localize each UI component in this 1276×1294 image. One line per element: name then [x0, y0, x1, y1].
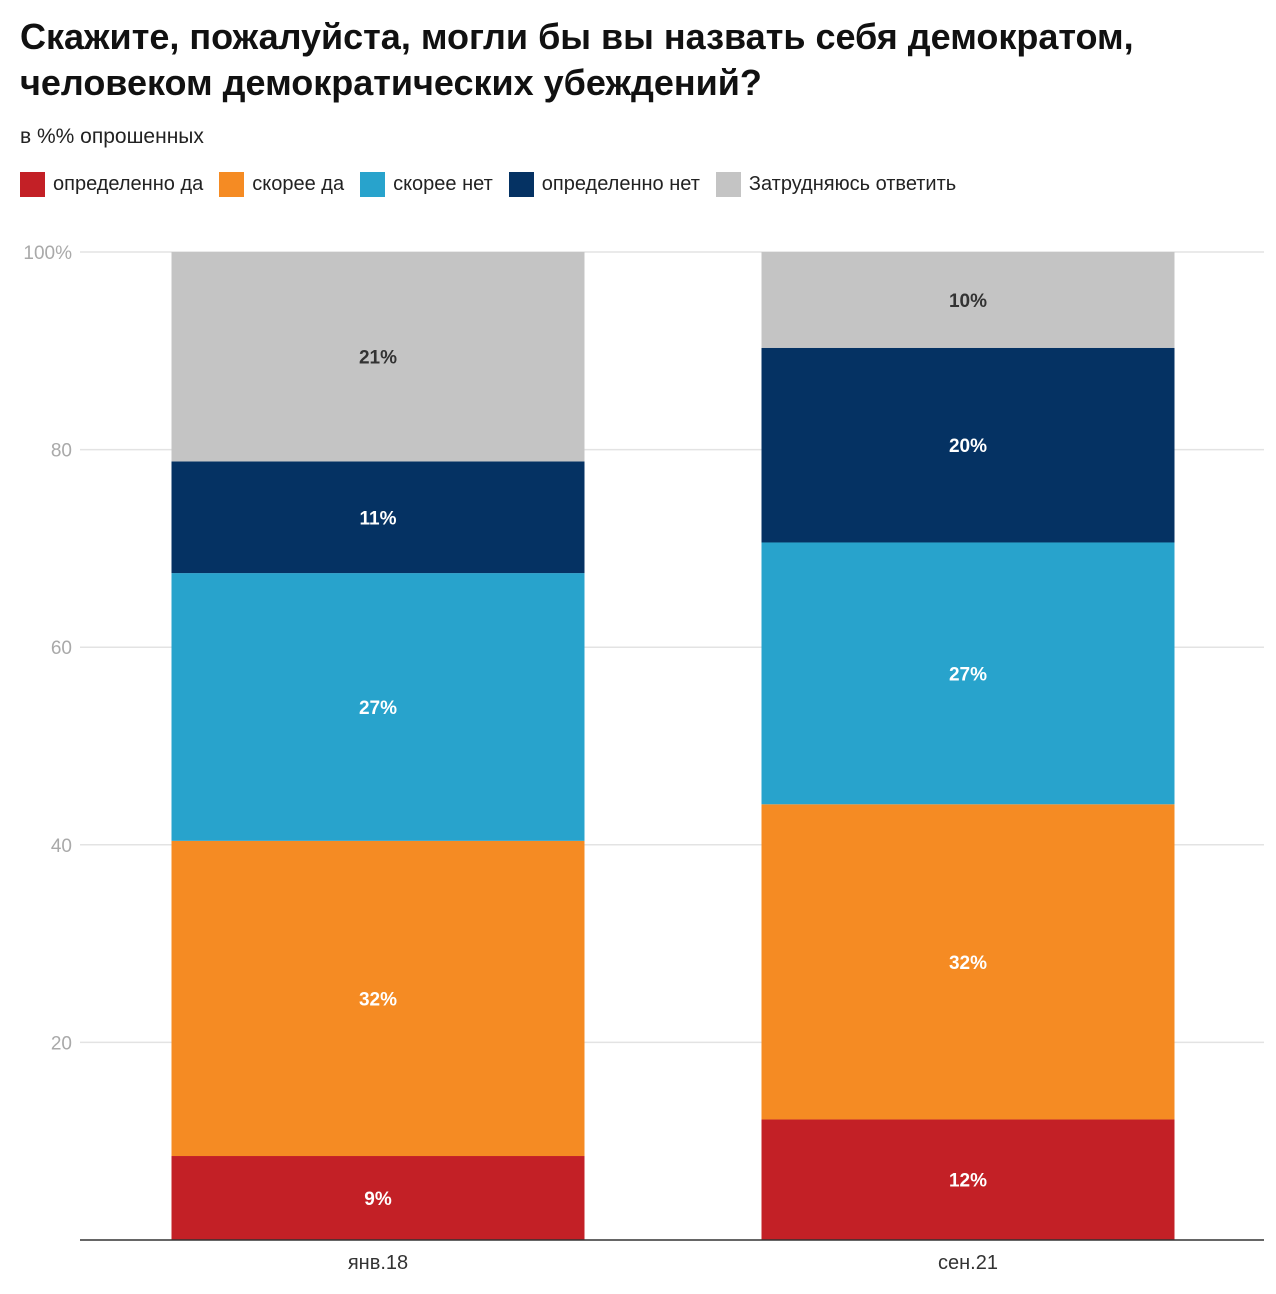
legend-item-rather-yes: скорее да	[219, 172, 344, 197]
legend-swatch	[360, 172, 386, 197]
chart-subtitle: в %% опрошенных	[20, 125, 204, 148]
data-label: 9%	[364, 1189, 392, 1210]
bar-segment	[761, 542, 1175, 805]
bar-segment	[761, 347, 1175, 543]
legend: определенно да скорее да скорее нет опре…	[20, 172, 972, 197]
bar-segment	[761, 1119, 1175, 1240]
legend-swatch	[508, 172, 534, 197]
bar-segment	[761, 252, 1175, 348]
y-tick-label: 80	[51, 441, 72, 462]
data-label: 12%	[949, 1171, 987, 1192]
legend-item-definitely-no: определенно нет	[508, 172, 700, 197]
legend-label: определенно нет	[541, 173, 700, 195]
y-tick-label: 20	[51, 1033, 72, 1054]
data-label: 20%	[949, 436, 987, 457]
legend-item-hard-to-say: Затрудняюсь ответить	[715, 172, 957, 197]
y-tick-label: 100%	[23, 243, 72, 264]
x-tick-label: янв.18	[348, 1252, 408, 1274]
bar-segment	[171, 840, 585, 1157]
data-label: 32%	[359, 989, 397, 1010]
data-label: 11%	[360, 508, 397, 529]
legend-label: определенно да	[53, 173, 204, 195]
data-label: 27%	[949, 664, 987, 685]
legend-label: скорее нет	[393, 173, 493, 195]
bar-segment	[171, 1156, 585, 1240]
bar-segment	[171, 252, 585, 462]
y-tick-label: 60	[51, 638, 72, 659]
x-tick-label: сен.21	[938, 1252, 998, 1274]
y-tick-label: 40	[51, 836, 72, 857]
chart-title: Скажите, пожалуйста, могли бы вы назвать…	[20, 16, 1134, 103]
legend-swatch	[20, 172, 45, 197]
data-label: 27%	[359, 698, 397, 719]
legend-item-rather-no: скорее нет	[360, 172, 493, 197]
data-label: 32%	[949, 953, 987, 974]
legend-label: скорее да	[252, 173, 345, 195]
legend-swatch	[715, 172, 741, 197]
bar-segment	[761, 804, 1175, 1120]
data-label: 21%	[359, 348, 397, 369]
legend-swatch	[219, 172, 245, 197]
bar-segment	[171, 461, 585, 574]
data-label: 10%	[949, 291, 987, 312]
legend-item-definitely-yes: определенно да	[20, 172, 203, 197]
legend-label: Затрудняюсь ответить	[748, 173, 957, 195]
bar-segment	[171, 573, 585, 841]
